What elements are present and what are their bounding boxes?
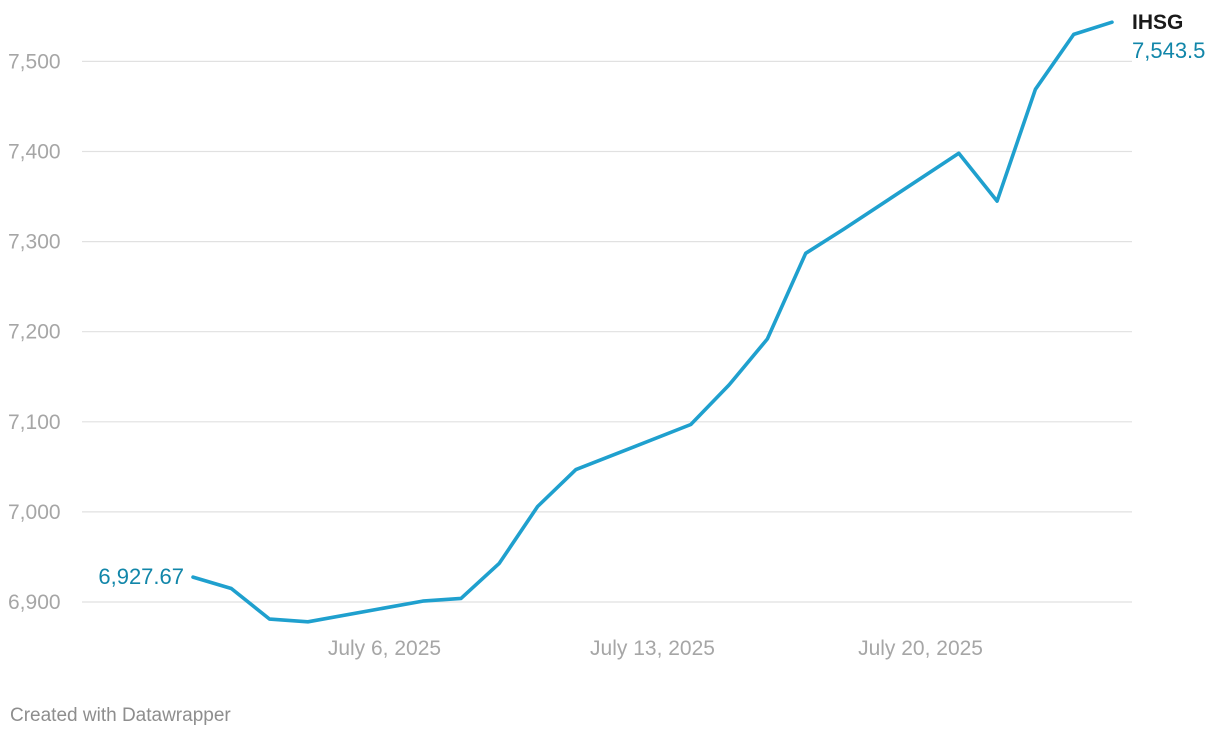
y-axis-labels: 6,900 7,000 7,100 7,200 7,300 7,400 7,500 bbox=[8, 50, 61, 614]
series-name-label: IHSG bbox=[1132, 11, 1183, 34]
end-value-label: 7,543.5 bbox=[1132, 38, 1205, 63]
datawrapper-credit: Created with Datawrapper bbox=[10, 705, 231, 726]
y-gridlines bbox=[82, 60, 1132, 603]
x-tick-label: July 20, 2025 bbox=[858, 637, 983, 660]
y-tick-label: 7,100 bbox=[8, 411, 61, 434]
x-tick-label: July 6, 2025 bbox=[328, 637, 441, 660]
y-tick-label: 7,300 bbox=[8, 231, 61, 254]
x-axis-labels: July 6, 2025 July 13, 2025 July 20, 2025 bbox=[328, 637, 983, 660]
y-tick-label: 7,200 bbox=[8, 321, 61, 344]
y-tick-label: 7,400 bbox=[8, 141, 61, 164]
y-tick-label: 6,900 bbox=[8, 591, 61, 614]
series-line-ihsg bbox=[191, 20, 1114, 624]
y-tick-label: 7,500 bbox=[8, 50, 61, 73]
x-tick-label: July 13, 2025 bbox=[590, 637, 715, 660]
y-tick-label: 7,000 bbox=[8, 501, 61, 524]
start-value-label: 6,927.67 bbox=[98, 564, 184, 589]
